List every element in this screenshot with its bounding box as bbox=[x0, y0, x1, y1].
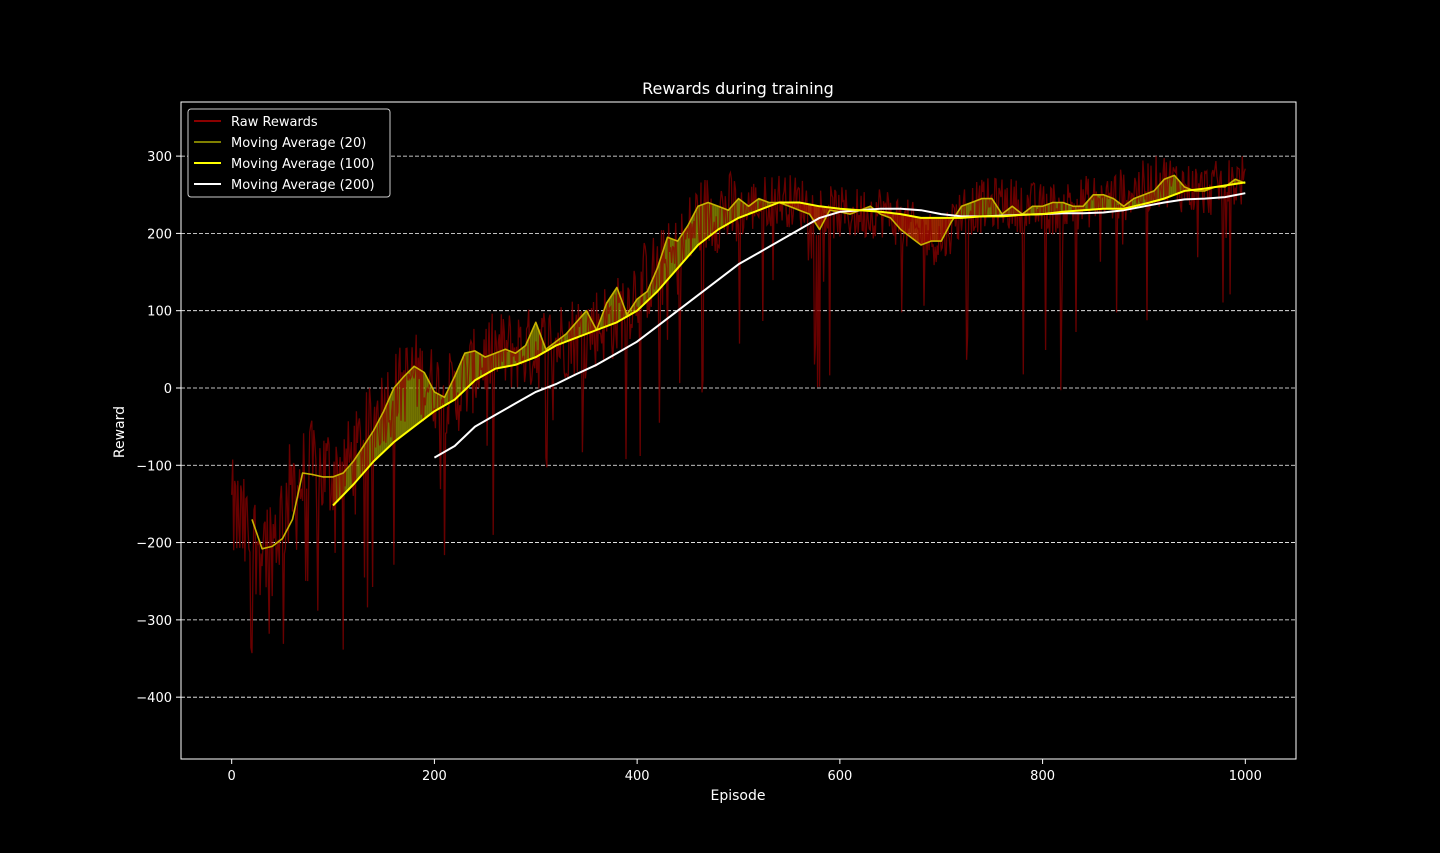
y-axis-label: Reward bbox=[112, 406, 128, 458]
moving-average-20-line bbox=[251, 174, 1246, 550]
ma-gap-fill bbox=[412, 366, 415, 429]
ma-gap-fill bbox=[965, 204, 968, 218]
moving-average-200-line bbox=[433, 192, 1246, 459]
ma-gap-fill bbox=[643, 292, 646, 305]
x-tick-label: 800 bbox=[1030, 769, 1055, 784]
x-tick-label: 600 bbox=[827, 769, 852, 784]
ma-gap-fill bbox=[406, 372, 409, 433]
y-tick-label: 300 bbox=[147, 150, 172, 165]
ma-gap-fill bbox=[813, 205, 816, 224]
ma-gap-fill bbox=[531, 326, 534, 359]
ma-gap-fill bbox=[584, 310, 587, 335]
ma-gap-fill bbox=[1107, 196, 1110, 209]
ma-gap-fill bbox=[736, 198, 739, 220]
moving-average-100-line bbox=[332, 181, 1246, 507]
raw-rewards-series bbox=[231, 155, 1246, 654]
ma-gap-fill bbox=[347, 466, 350, 491]
ma-gap-fill bbox=[456, 367, 459, 398]
x-tick-label: 1000 bbox=[1229, 769, 1262, 784]
ma-gap-fill bbox=[1064, 203, 1067, 212]
y-tick-label: 100 bbox=[147, 305, 172, 320]
ma-gap-fill bbox=[424, 372, 427, 419]
ma-gap-fill bbox=[1060, 202, 1063, 212]
ma-gap-fill bbox=[436, 392, 439, 411]
ma-gap-fill bbox=[797, 202, 800, 211]
x-axis-ticks: 0 200 400 600 800 1000 bbox=[228, 759, 1262, 784]
ma-gap-fill bbox=[935, 217, 938, 242]
y-tick-label: −100 bbox=[136, 459, 172, 474]
ma-gap-fill bbox=[756, 198, 759, 211]
x-tick-label: 0 bbox=[228, 769, 236, 784]
ma-gap-fill bbox=[474, 350, 477, 381]
ma-gap-fill bbox=[1032, 206, 1035, 215]
ma-gap-fill bbox=[981, 198, 984, 217]
x-tick-label: 200 bbox=[422, 769, 447, 784]
legend-label-ma20: Moving Average (20) bbox=[231, 136, 366, 151]
ma-gap-fill bbox=[450, 380, 453, 402]
ma-gap-fill bbox=[1109, 197, 1112, 209]
ma-gap-fill bbox=[1174, 175, 1177, 195]
x-tick-label: 400 bbox=[625, 769, 650, 784]
ma-gap-fill bbox=[914, 216, 917, 242]
moving-average-lines bbox=[251, 174, 1246, 550]
ma-gap-fill bbox=[476, 352, 480, 380]
ma-gap-fill bbox=[720, 207, 723, 229]
legend-box bbox=[187, 108, 391, 198]
y-tick-label: 200 bbox=[147, 227, 172, 242]
ma-gap-fill bbox=[357, 452, 360, 480]
y-tick-label: −200 bbox=[136, 537, 172, 552]
ma-gap-fill bbox=[418, 368, 421, 424]
ma-gap-fill bbox=[582, 313, 585, 336]
ma-gap-fill bbox=[458, 362, 461, 396]
legend-label-ma200: Moving Average (200) bbox=[231, 178, 375, 193]
x-axis-label: Episode bbox=[711, 788, 766, 804]
y-axis-ticks: −400 −300 −200 −100 0 100 200 300 bbox=[136, 150, 181, 706]
ma-gap-fill bbox=[401, 376, 404, 436]
y-tick-label: −300 bbox=[136, 614, 172, 629]
ma-gap-fill bbox=[973, 200, 976, 218]
ma-gap-fill bbox=[600, 313, 603, 329]
y-tick-label: 0 bbox=[164, 382, 172, 397]
ma-gap-fill bbox=[695, 206, 698, 248]
legend-label-ma100: Moving Average (100) bbox=[231, 157, 375, 172]
y-tick-label: −400 bbox=[136, 691, 172, 706]
ma-gap-fill bbox=[444, 393, 447, 406]
ma-gap-fill bbox=[426, 376, 429, 418]
ma-gap-fill bbox=[414, 366, 417, 427]
chart-title: Rewards during training bbox=[642, 79, 834, 98]
ma-gap-fill bbox=[677, 238, 680, 269]
ma-gap-fill bbox=[541, 338, 544, 354]
ma-gap-fill bbox=[967, 203, 970, 218]
raw-rewards-line bbox=[231, 155, 1246, 654]
legend: Raw Rewards Moving Average (20) Moving A… bbox=[187, 108, 391, 198]
ma-gap-fill bbox=[410, 368, 413, 430]
ma-gap-fill bbox=[933, 217, 936, 242]
ma-gap-fill bbox=[349, 463, 352, 489]
ma-gap-fill bbox=[815, 205, 818, 227]
legend-label-raw: Raw Rewards bbox=[231, 115, 318, 130]
plot-frame bbox=[180, 101, 1297, 760]
ma-gap-fill bbox=[507, 350, 510, 367]
ma-gap-fill bbox=[462, 353, 465, 392]
ma-gap-fill bbox=[529, 331, 532, 360]
ma-gap-fill bbox=[408, 370, 411, 432]
